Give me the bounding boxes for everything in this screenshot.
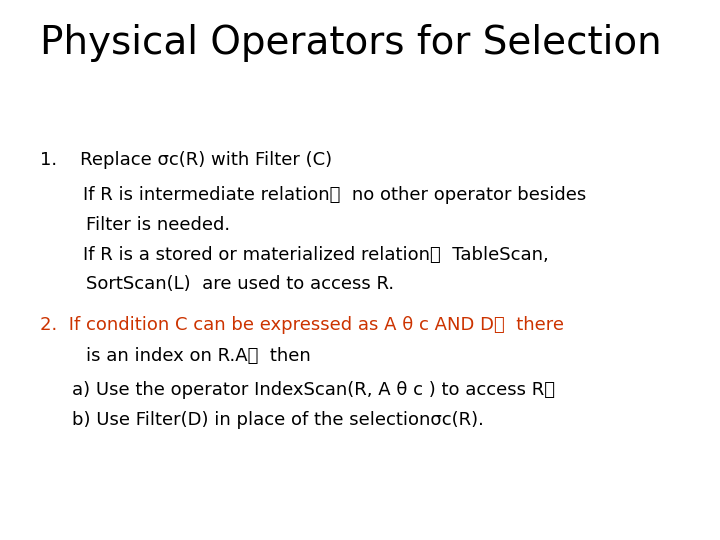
Text: 2.  If condition C can be expressed as A θ c AND D，  there: 2. If condition C can be expressed as A … — [40, 316, 564, 334]
Text: a) Use the operator IndexScan(R, A θ c ) to access R；: a) Use the operator IndexScan(R, A θ c )… — [72, 381, 555, 399]
Text: is an index on R.A，  then: is an index on R.A， then — [86, 347, 311, 364]
Text: 1.    Replace σc(R) with Filter (C): 1. Replace σc(R) with Filter (C) — [40, 151, 332, 169]
Text: b) Use Filter(D) in place of the selectionσc(R).: b) Use Filter(D) in place of the selecti… — [72, 411, 484, 429]
Text: If R is a stored or materialized relation，  TableScan,: If R is a stored or materialized relatio… — [83, 246, 549, 264]
Text: SortScan(L)  are used to access R.: SortScan(L) are used to access R. — [86, 275, 395, 293]
Text: Physical Operators for Selection: Physical Operators for Selection — [40, 24, 661, 62]
Text: If R is intermediate relation，  no other operator besides: If R is intermediate relation， no other … — [83, 186, 586, 204]
Text: Filter is needed.: Filter is needed. — [86, 216, 230, 234]
